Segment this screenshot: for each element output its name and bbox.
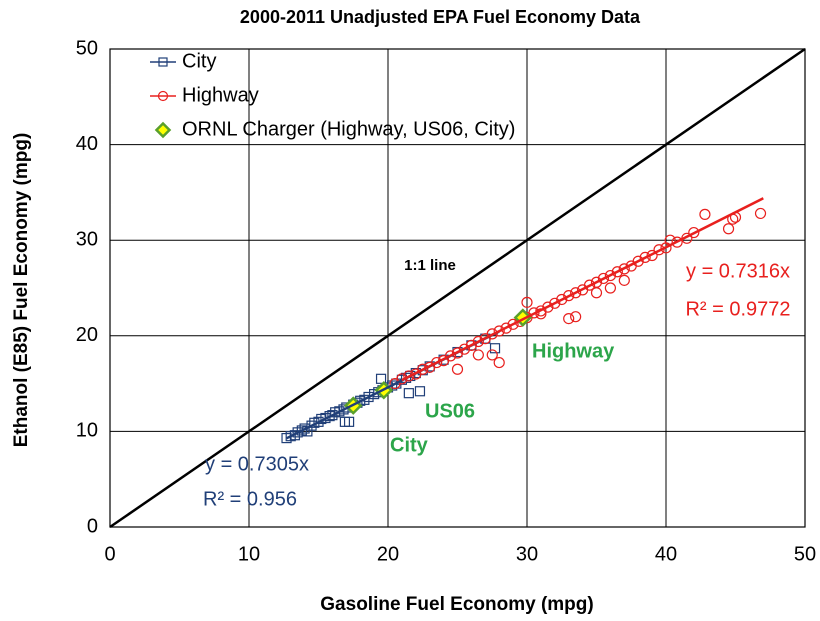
- data-point: [639, 251, 651, 264]
- x-tick-label: 20: [377, 543, 399, 565]
- plot-border: [109, 48, 806, 528]
- y-tick-label: 20: [76, 324, 98, 346]
- data-point: [528, 307, 540, 319]
- data-point: [306, 420, 317, 431]
- annotation: Highway: [532, 340, 615, 362]
- legend-marker: [157, 90, 169, 102]
- annotation: R² = 0.956: [203, 488, 297, 510]
- data-point: [688, 226, 700, 239]
- data-point: [570, 287, 582, 299]
- data-point: [451, 363, 464, 375]
- data-point: [465, 339, 477, 351]
- legend-marker: [154, 121, 172, 139]
- y-tick-label: 30: [76, 228, 98, 250]
- legend-label: City: [182, 50, 216, 72]
- data-point: [671, 236, 683, 248]
- annotation: 1:1 line: [404, 257, 456, 274]
- data-point: [563, 290, 575, 302]
- data-point: [403, 388, 414, 399]
- data-point: [299, 423, 310, 434]
- data-point: [431, 356, 443, 369]
- data-point: [493, 356, 505, 369]
- data-point: [507, 318, 519, 330]
- x-axis-label: Gasoline Fuel Economy (mpg): [320, 594, 593, 615]
- y-tick-label: 0: [87, 515, 98, 537]
- data-point: [563, 312, 575, 325]
- data-point: [375, 373, 387, 384]
- data-point: [327, 410, 338, 421]
- data-point: [414, 386, 426, 397]
- data-point: [521, 296, 533, 308]
- data-point: [458, 343, 471, 355]
- y-axis-label: Ethanol (E85) Fuel Economy (mpg): [11, 133, 32, 448]
- legend-marker: [158, 57, 168, 67]
- data-point: [604, 282, 617, 294]
- trend-line: [401, 197, 764, 382]
- data-point: [722, 223, 735, 235]
- data-point: [313, 416, 324, 427]
- x-tick-label: 40: [655, 543, 677, 565]
- data-point: [542, 301, 554, 313]
- data-point: [618, 263, 630, 275]
- data-point: [754, 207, 767, 220]
- data-point: [549, 297, 561, 309]
- data-point: [618, 274, 630, 286]
- data-point: [611, 266, 623, 278]
- data-point: [556, 293, 568, 306]
- data-point: [699, 208, 711, 220]
- data-point: [486, 349, 498, 361]
- x-tick-label: 0: [104, 543, 115, 565]
- data-point: [296, 425, 307, 436]
- data-point: [604, 269, 617, 282]
- data-point: [444, 350, 457, 362]
- legend-label: ORNL Charger (Highway, US06, City): [182, 118, 515, 140]
- y-tick-label: 10: [76, 420, 98, 442]
- data-point: [653, 244, 665, 256]
- data-point: [417, 363, 429, 375]
- data-point: [486, 328, 498, 340]
- x-tick-label: 30: [516, 543, 538, 565]
- data-point: [570, 311, 582, 323]
- annotation: R² = 0.9772: [685, 298, 790, 320]
- chart-title: 2000-2011 Unadjusted EPA Fuel Economy Da…: [240, 7, 641, 27]
- data-point: [493, 325, 505, 337]
- reference-line: [109, 47, 806, 529]
- data-point: [583, 279, 596, 291]
- data-point: [535, 305, 547, 317]
- data-point: [472, 349, 484, 361]
- annotation: y = 0.7305x: [205, 453, 309, 475]
- data-point: [403, 370, 415, 382]
- data-point: [489, 343, 501, 354]
- annotation: y = 0.7316x: [686, 260, 790, 282]
- data-point: [590, 287, 603, 299]
- annotation: City: [390, 434, 429, 456]
- data-point: [324, 411, 335, 422]
- y-tick-label: 40: [76, 133, 98, 155]
- y-tick-label: 50: [76, 37, 98, 59]
- data-point: [472, 335, 484, 348]
- x-tick-label: 50: [794, 543, 816, 565]
- data-point: [451, 347, 464, 359]
- annotation: US06: [425, 400, 475, 422]
- x-tick-label: 10: [238, 543, 260, 565]
- data-point: [632, 255, 644, 267]
- data-point: [363, 391, 374, 403]
- data-point: [500, 322, 512, 334]
- data-point: [339, 416, 351, 427]
- data-point: [597, 272, 610, 285]
- legend-label: Highway: [182, 84, 259, 106]
